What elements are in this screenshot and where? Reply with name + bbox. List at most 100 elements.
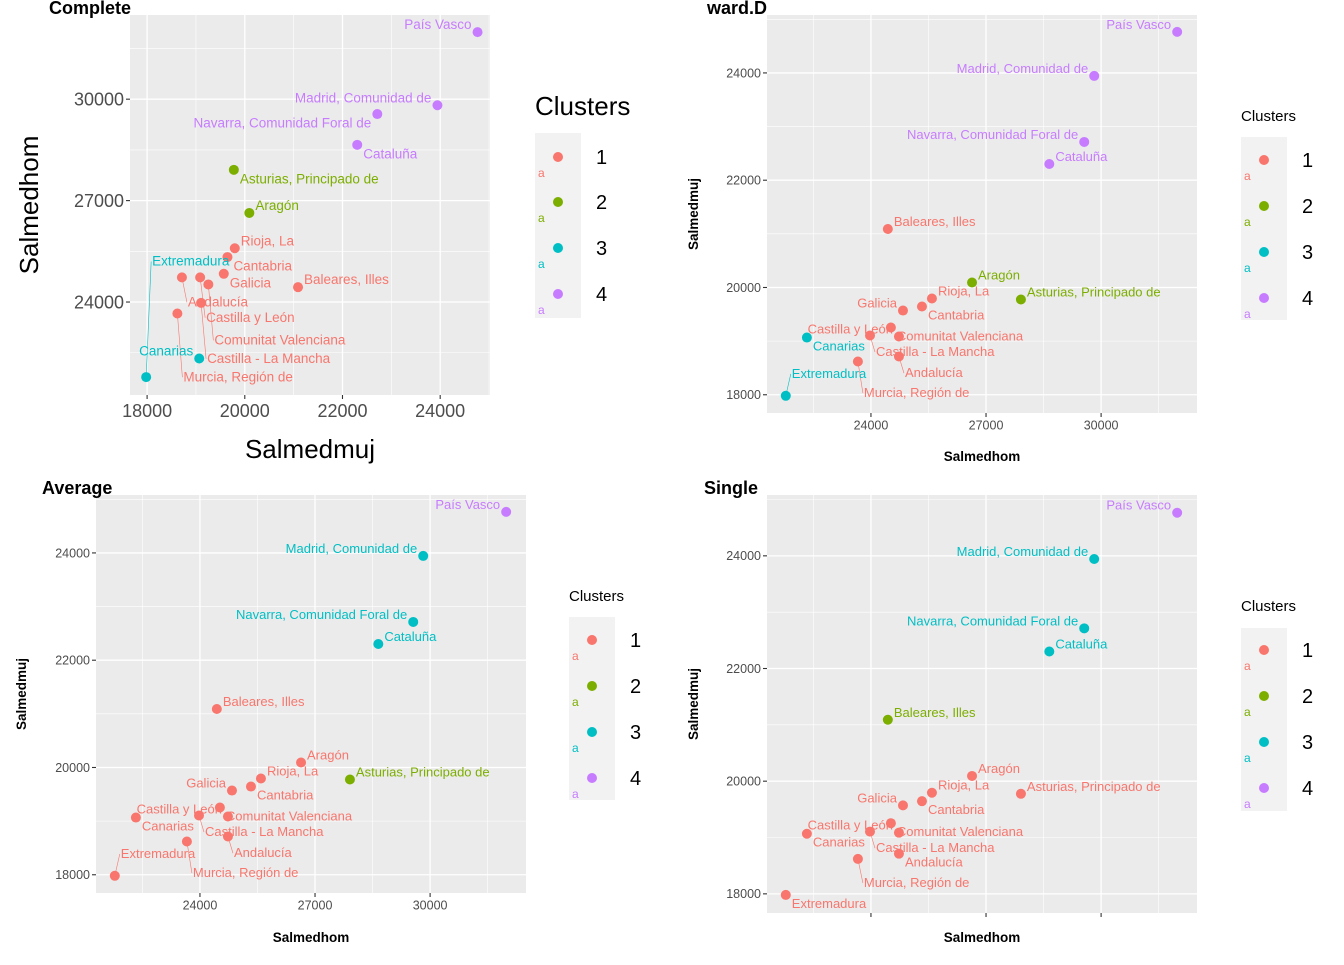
data-label: Cataluña — [384, 629, 437, 644]
legend-title: Clusters — [569, 588, 624, 605]
data-label: Rioja, La — [241, 233, 295, 248]
data-point — [882, 224, 893, 235]
data-point — [801, 332, 812, 343]
x-tick-label: 18000 — [122, 401, 172, 421]
legend-key-glyph: a — [538, 166, 545, 180]
legend-key-glyph: a — [1244, 705, 1251, 719]
legend-label: 1 — [1302, 150, 1313, 172]
data-label: Aragón — [307, 747, 349, 762]
data-point — [897, 800, 908, 811]
y-tick-label: 22000 — [726, 662, 761, 676]
legend-label: 3 — [1302, 242, 1313, 264]
y-tick-label: 20000 — [55, 761, 90, 775]
legend-key-point — [1259, 201, 1269, 211]
data-label: Extremadura — [792, 366, 867, 381]
data-label: Andalucía — [905, 855, 964, 870]
data-label: Murcia, Región de — [193, 865, 299, 880]
data-label: Rioja, La — [267, 763, 319, 778]
data-point — [885, 818, 896, 829]
data-point — [1089, 553, 1100, 564]
y-tick-label: 24000 — [726, 549, 761, 563]
x-axis-title: Salmedhom — [944, 930, 1021, 945]
points-layer — [780, 26, 1183, 401]
data-label: Galicia — [230, 275, 272, 290]
legend-key-glyph: a — [538, 257, 545, 271]
data-point — [218, 268, 229, 279]
panel-average: 24000 27000 30000 18000 20000 22000 24000 País … — [14, 478, 641, 945]
data-point — [296, 757, 307, 768]
data-point — [1044, 646, 1055, 657]
legend-title: Clusters — [535, 91, 630, 121]
data-point — [194, 353, 205, 364]
legend-key-glyph: a — [538, 211, 545, 225]
legend-label: 4 — [1302, 778, 1313, 800]
legend: Clusters a 1 a 2 a 3 a 4 — [569, 588, 641, 801]
data-point — [801, 828, 812, 839]
data-point — [780, 889, 791, 900]
panel-title: ward.D — [706, 0, 767, 18]
data-label: Extremadura — [121, 846, 196, 861]
data-label: Castilla y León — [808, 818, 893, 833]
data-label: Madrid, Comunidad de — [295, 90, 432, 105]
data-label: Canarias — [813, 835, 866, 850]
data-point — [1015, 294, 1026, 305]
data-point — [196, 297, 207, 308]
data-label: País Vasco — [1106, 498, 1171, 513]
panel-title: Single — [704, 478, 758, 498]
data-label: Baleares, Illes — [894, 214, 976, 229]
data-label: Canarias — [139, 343, 193, 358]
data-label: Cantabria — [928, 308, 985, 323]
x-axis-title: Salmedhom — [273, 930, 350, 945]
labels-layer: País Vasco Madrid, Comunidad de Navarra, C… — [139, 17, 471, 384]
legend-key-background — [569, 617, 615, 800]
legend-key-glyph: a — [1244, 659, 1251, 673]
data-label: Rioja, La — [938, 778, 990, 793]
legend-key-glyph: a — [1244, 797, 1251, 811]
data-label: Canarias — [813, 339, 866, 354]
data-label: Asturias, Principado de — [1027, 779, 1161, 794]
panel-complete: 18000 20000 22000 24000 24000 27000 30000 País … — [14, 0, 630, 464]
data-point — [372, 109, 383, 120]
data-label: Cantabria — [233, 259, 292, 274]
data-label: Navarra, Comunidad Foral de — [193, 116, 371, 131]
legend-key-point — [1259, 737, 1269, 747]
legend-key-glyph: a — [572, 741, 579, 755]
x-tick-label: 27000 — [298, 899, 333, 913]
x-tick-label: 30000 — [413, 899, 448, 913]
data-point — [916, 796, 927, 807]
data-label: Cataluña — [363, 146, 418, 161]
legend-key-point — [1259, 155, 1269, 165]
labels-layer: País Vasco Madrid, Comunidad de Navarra, C… — [792, 17, 1171, 400]
legend-key-glyph: a — [1244, 169, 1251, 183]
data-point — [195, 272, 206, 283]
legend-label: 1 — [630, 630, 641, 652]
data-label: Comunitat Valenciana — [897, 824, 1024, 839]
label-leader-line — [208, 284, 214, 341]
data-point — [893, 331, 904, 342]
y-tick-label: 18000 — [55, 868, 90, 882]
panel-background — [96, 495, 526, 893]
data-point — [130, 812, 141, 823]
data-point — [408, 616, 419, 627]
y-tick-label: 18000 — [726, 388, 761, 402]
x-tick-label: 24000 — [183, 899, 218, 913]
legend-label: 2 — [630, 676, 641, 698]
data-label: Andalucía — [234, 845, 293, 860]
data-point — [255, 773, 266, 784]
data-point — [352, 139, 363, 150]
label-leader-line — [857, 361, 864, 394]
data-point — [344, 774, 355, 785]
legend-key-point — [1259, 783, 1269, 793]
data-point — [176, 272, 187, 283]
legend-key-point — [1259, 691, 1269, 701]
x-tick-label: 20000 — [220, 401, 270, 421]
y-tick-label: 24000 — [55, 546, 90, 560]
data-label: Cantabria — [257, 788, 314, 803]
y-tick-label: 22000 — [726, 174, 761, 188]
labels-layer: País Vasco Madrid, Comunidad de Navarra, C… — [121, 497, 500, 880]
data-label: Comunitat Valenciana — [214, 332, 346, 347]
legend-label: 4 — [596, 284, 607, 306]
panel-title: Complete — [49, 0, 131, 18]
x-tick-label: 24000 — [415, 401, 465, 421]
legend-key-point — [1259, 293, 1269, 303]
